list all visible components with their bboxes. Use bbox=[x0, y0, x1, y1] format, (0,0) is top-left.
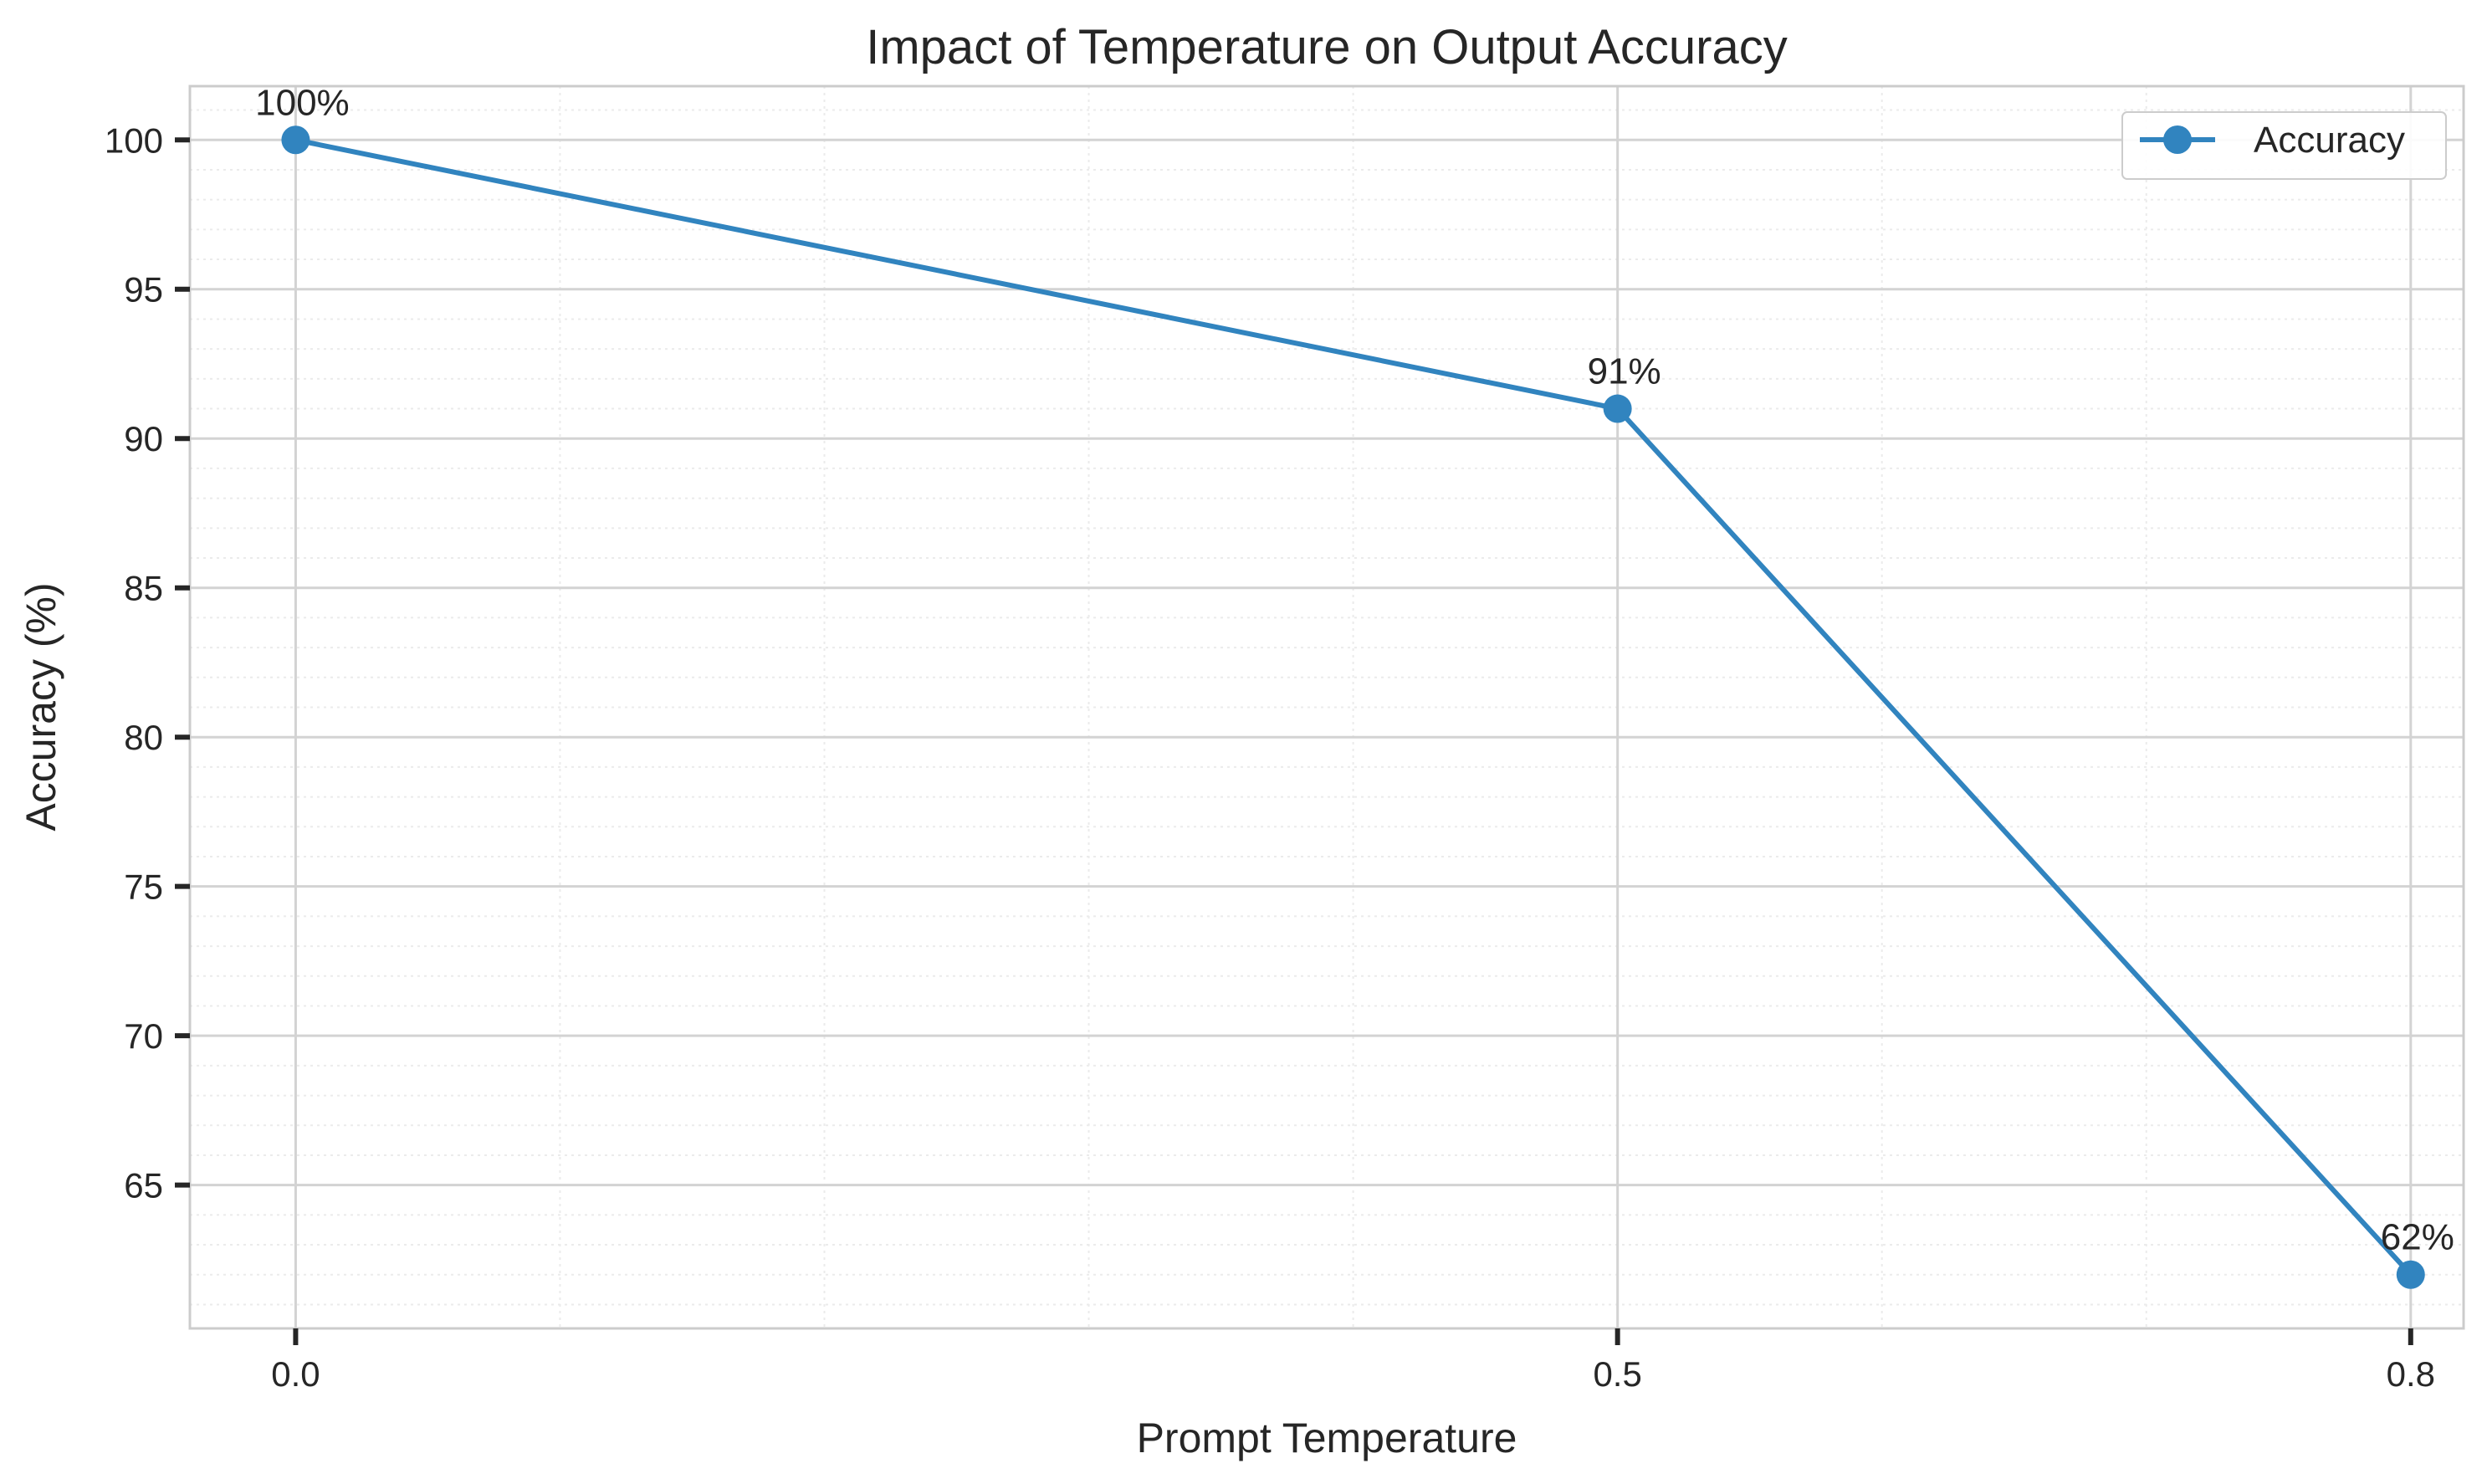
data-point bbox=[281, 125, 310, 155]
y-tick-label: 90 bbox=[124, 419, 163, 458]
y-tick-label: 100 bbox=[105, 120, 163, 160]
legend-label: Accuracy bbox=[2254, 120, 2405, 161]
plot-frame bbox=[188, 84, 2465, 1330]
y-tick-label: 95 bbox=[124, 270, 163, 310]
y-tick-label: 70 bbox=[124, 1016, 163, 1056]
chart-title: Impact of Temperature on Output Accuracy bbox=[866, 20, 1788, 74]
x-axis-label: Prompt Temperature bbox=[1137, 1415, 1517, 1461]
major-grid bbox=[190, 86, 2464, 1328]
x-tick-label: 0.8 bbox=[2387, 1354, 2435, 1394]
x-tick-label: 0.0 bbox=[271, 1354, 320, 1394]
series-layer: 100% 91% 62% bbox=[255, 82, 2454, 1289]
x-axis-ticks: 0.0 0.5 0.8 bbox=[271, 1328, 2435, 1394]
y-axis-ticks: 65 70 75 80 85 90 95 100 bbox=[105, 120, 190, 1205]
legend: Accuracy bbox=[2121, 111, 2447, 180]
data-label: 62% bbox=[2381, 1217, 2454, 1258]
minor-grid bbox=[190, 86, 2464, 1328]
legend-box bbox=[2121, 111, 2447, 180]
y-axis-label: Accuracy (%) bbox=[18, 582, 64, 831]
x-tick-label: 0.5 bbox=[1593, 1354, 1641, 1394]
y-tick-label: 65 bbox=[124, 1166, 163, 1205]
data-label: 100% bbox=[255, 82, 350, 123]
data-label: 91% bbox=[1588, 351, 1661, 392]
y-tick-label: 85 bbox=[124, 569, 163, 608]
data-point bbox=[2396, 1260, 2425, 1289]
y-tick-label: 75 bbox=[124, 867, 163, 907]
data-point bbox=[1603, 394, 1632, 423]
legend-marker bbox=[2163, 125, 2192, 154]
y-tick-label: 80 bbox=[124, 718, 163, 757]
